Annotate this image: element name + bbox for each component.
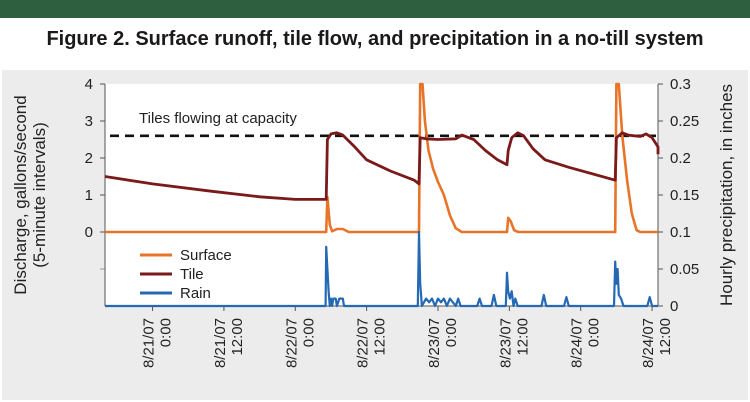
x-tick-time: 12:00 [657,318,674,356]
plot-area [105,84,658,306]
x-tick-label: 8/23/0712:00 [497,318,531,368]
y-left-axis-title-line: (5-minute intervals) [30,122,49,268]
x-tick-label: 8/22/070:00 [283,318,317,368]
y-right-tick-label: 0 [670,298,678,315]
x-tick-time: 0:00 [158,318,175,347]
x-tick-label: 8/21/070:00 [141,318,175,368]
y-left-tick-label: 1 [85,187,93,204]
series-line-rain [105,230,658,308]
x-tick-date: 8/21/07 [212,318,229,368]
x-tick-date: 8/22/07 [355,318,372,368]
x-tick-time: 0:00 [300,318,317,347]
series-line-surface [105,82,658,234]
x-tick-time: 12:00 [229,318,246,356]
x-tick-time: 0:00 [443,318,460,347]
y-right-axis-title: Hourly precipitation, in inches [717,84,736,306]
x-tick-date: 8/22/07 [283,318,300,368]
y-right-tick-label: 0.2 [670,150,691,167]
legend-label-tile: Tile [180,266,204,283]
x-tick-time: 0:00 [586,318,603,347]
y-left-axis-title-line: Discharge, gallons/second [11,95,30,294]
chart: 4 3 2 1 0 0.3 0.25 0.2 0.15 0.1 0.05 0 Tiles flowing… [11,76,736,368]
x-tick-time: 12:00 [372,318,389,356]
y-left-tick-label: 4 [85,76,93,93]
y-right-tick-label: 0.1 [670,224,691,241]
y-left-tick-label: 2 [85,150,93,167]
y-right-tick-label: 0.25 [670,113,699,130]
x-tick-date: 8/23/07 [497,318,514,368]
x-tick-label: 8/24/070:00 [569,318,603,368]
capacity-annotation: Tiles flowing at capacity [139,110,297,127]
x-tick-label: 8/24/0712:00 [640,318,674,368]
y-left-tick-label: 3 [85,113,93,130]
y-left-axis-title: Discharge, gallons/second(5-minute inter… [11,95,49,294]
x-tick-label: 8/21/0712:00 [212,318,246,368]
y-right-tick-label: 0.15 [670,187,699,204]
x-tick-date: 8/24/07 [569,318,586,368]
x-tick-date: 8/24/07 [640,318,657,368]
legend-label-rain: Rain [180,285,211,302]
header-bar [0,0,750,18]
x-tick-date: 8/21/07 [141,318,158,368]
legend-label-surface: Surface [180,247,232,264]
x-tick-date: 8/23/07 [426,318,443,368]
x-tick-label: 8/22/0712:00 [355,318,389,368]
figure-title: Figure 2. Surface runoff, tile flow, and… [46,28,704,50]
y-left-tick-label: 0 [85,224,93,241]
y-right-tick-label: 0.3 [670,76,691,93]
y-right-tick-label: 0.05 [670,261,699,278]
series-line-tile [104,131,660,201]
chart-panel: 4 3 2 1 0 0.3 0.25 0.2 0.15 0.1 0.05 0 Tiles flowing… [2,70,748,400]
x-tick-label: 8/23/070:00 [426,318,460,368]
x-tick-time: 12:00 [514,318,531,356]
